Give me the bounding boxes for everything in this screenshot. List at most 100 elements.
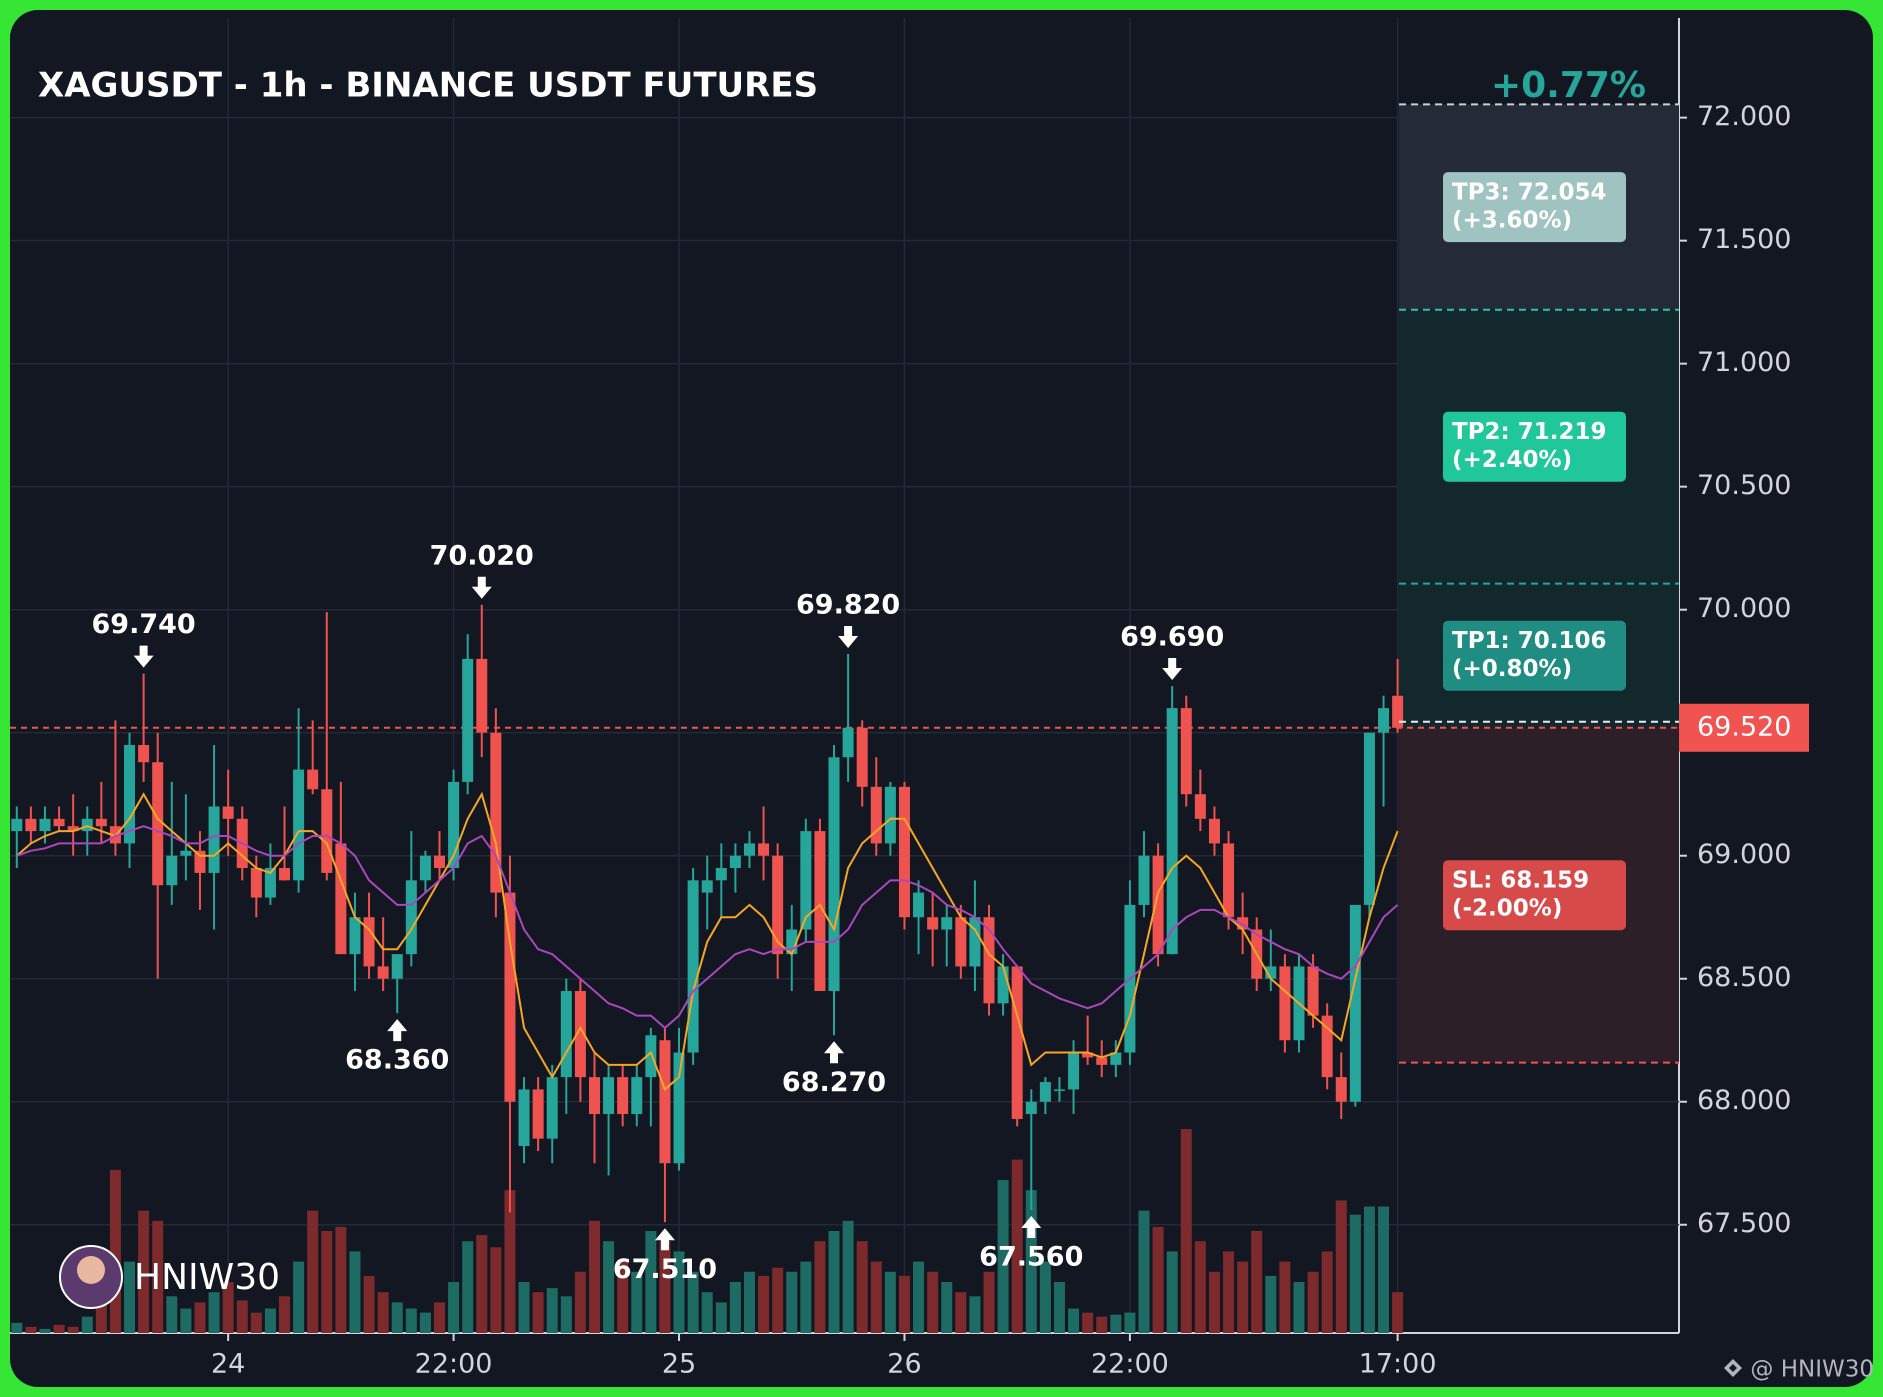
volume-bar	[1025, 1190, 1037, 1333]
volume-bar	[673, 1251, 685, 1333]
candle-body	[95, 818, 107, 827]
moving-average	[16, 791, 1399, 1092]
candle-body	[941, 917, 953, 930]
low-label: 68.360	[345, 1045, 449, 1076]
candle-body	[152, 762, 164, 886]
candle-body	[11, 818, 23, 832]
candle-body	[814, 831, 826, 992]
volume-bar	[1378, 1206, 1390, 1333]
candle-body	[758, 843, 770, 856]
candle-body	[321, 789, 333, 873]
change-percent: +0.77%	[1491, 65, 1646, 106]
volume-bar	[955, 1292, 967, 1333]
volume-bar	[1349, 1214, 1361, 1333]
candle-body	[546, 1077, 558, 1139]
volume-bar	[800, 1261, 812, 1333]
volume-bar	[1096, 1316, 1108, 1333]
candle-body	[1096, 1057, 1108, 1065]
candle-body	[25, 818, 37, 832]
level-percent: (-2.00%)	[1452, 896, 1562, 922]
volume-bar	[588, 1220, 600, 1333]
volume-bar	[814, 1241, 826, 1333]
candle-body	[1223, 843, 1235, 918]
volume-bar	[53, 1324, 65, 1333]
volume-bar	[1110, 1314, 1122, 1333]
candle-body	[701, 880, 713, 893]
volume-bar	[1208, 1271, 1220, 1333]
volume-bar	[405, 1308, 417, 1333]
volume-bar	[687, 1271, 699, 1333]
volume-bar	[1335, 1200, 1347, 1333]
volume-bar	[180, 1308, 192, 1333]
volume-bar	[124, 1261, 136, 1333]
volume-bar	[476, 1235, 488, 1333]
candle-body	[927, 917, 939, 930]
candle-body	[1053, 1089, 1065, 1091]
volume-bar	[758, 1275, 770, 1333]
candle-body	[81, 818, 93, 832]
candle-body	[729, 855, 741, 869]
level-box	[1443, 411, 1626, 482]
y-tick-label: 69.000	[1697, 839, 1791, 870]
volume-bar	[208, 1292, 220, 1333]
volume-bar	[81, 1316, 93, 1333]
candle-body	[532, 1089, 544, 1139]
candle-body	[1279, 966, 1291, 1041]
high-arrow	[471, 576, 492, 599]
candle-body	[1194, 794, 1206, 819]
watermark: HNIW30	[134, 1257, 280, 1298]
y-tick-label: 71.500	[1697, 224, 1791, 255]
volume-bar	[419, 1312, 431, 1333]
candle-body	[363, 917, 375, 967]
candle-body	[405, 880, 417, 955]
candle-body	[1025, 1101, 1037, 1115]
volume-bar	[1194, 1241, 1206, 1333]
candle-body	[391, 954, 403, 979]
candle-body	[574, 991, 586, 1078]
volume-bar	[1265, 1275, 1277, 1333]
candle-body	[490, 732, 502, 893]
volume-bar	[279, 1296, 291, 1333]
low-arrow	[1021, 1215, 1042, 1238]
volume-bar	[39, 1328, 51, 1333]
candle-body	[194, 850, 206, 873]
low-arrow	[824, 1041, 845, 1064]
candle-body	[518, 1089, 530, 1147]
candle-body	[67, 826, 79, 832]
plot-layer: 67.50068.00068.50069.00069.50070.00070.5…	[10, 18, 1809, 1380]
volume-bar	[264, 1308, 276, 1333]
volume-bar	[969, 1296, 981, 1333]
volume-bar	[307, 1210, 319, 1333]
volume-bar	[659, 1241, 671, 1333]
candle-body	[1363, 732, 1375, 905]
candle-body	[377, 966, 389, 979]
volume-bar	[349, 1251, 361, 1333]
candle-body	[1335, 1077, 1347, 1102]
candle-body	[1152, 855, 1164, 955]
candle-body	[687, 880, 699, 1053]
volume-bar	[786, 1271, 798, 1333]
volume-bar	[250, 1312, 262, 1333]
candle-body	[1166, 708, 1178, 955]
volume-bar	[1237, 1261, 1249, 1333]
candle-body	[39, 818, 51, 832]
volume-bar	[1223, 1251, 1235, 1333]
candle-body	[1208, 818, 1220, 844]
volume-bar	[560, 1296, 572, 1333]
moving-average	[16, 825, 1399, 1030]
high-label: 70.020	[430, 540, 534, 571]
level-label: TP2: 71.219	[1452, 419, 1607, 445]
high-label: 69.820	[796, 589, 900, 620]
candle-body	[983, 917, 995, 1004]
level-box	[1443, 620, 1626, 691]
volume-bar	[1011, 1159, 1023, 1333]
candle-body	[743, 843, 755, 856]
candle-body	[1110, 1052, 1122, 1065]
volume-bar	[138, 1210, 150, 1333]
level-percent: (+2.40%)	[1452, 447, 1572, 473]
volume-bar	[321, 1231, 333, 1333]
y-tick-label: 67.500	[1697, 1208, 1791, 1239]
volume-bar	[1251, 1231, 1263, 1333]
